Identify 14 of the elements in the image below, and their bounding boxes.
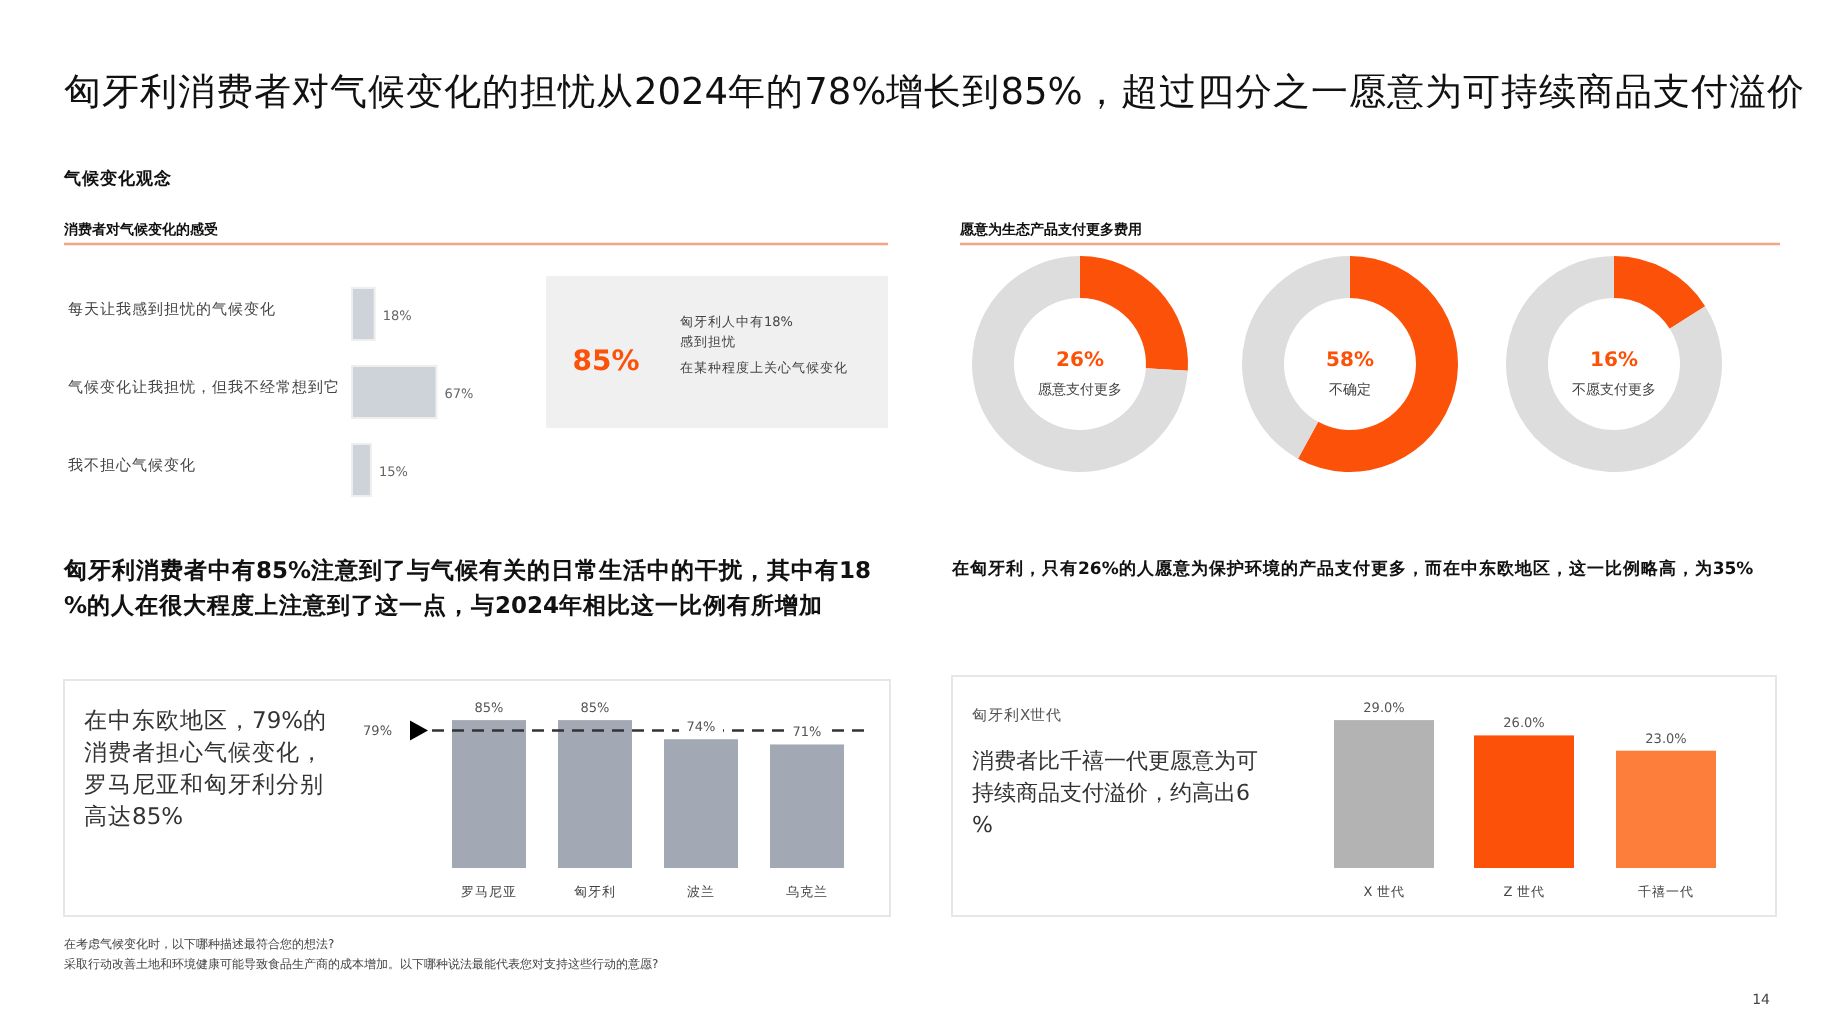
text: 在中东欧地区，79%的消费者担心气候变化，罗马尼亚和匈牙利分别高达85%: [84, 706, 328, 830]
data-label: 26%: [1056, 350, 1104, 372]
text: 匈牙利消费者对气候变化的担忧从2024年的78%增长到85%，超过四分之一愿意为可持续商品支付溢价: [64, 70, 1805, 114]
donut-slice: [1614, 256, 1706, 329]
text: 85%: [572, 346, 640, 378]
text: 消费者比千禧一代更愿意为可持续商品支付溢价，约高出6%: [972, 748, 1258, 838]
donut-slice: [972, 256, 1188, 472]
chart-title: 在匈牙利，只有26%的人愿意为保护环境的产品支付更多，而在中东欧地区，这一比例略高，为35%: [950, 558, 1755, 580]
text: 气候变化观念: [62, 168, 172, 190]
data-label: 16%: [1590, 350, 1638, 372]
chart-title: 匈牙利消费者中有85%注意到了与气候有关的日常生活中的干扰，其中有18%的人在很大程度上注意到了这一点，与2024年相比这一比例有所增加: [62, 556, 872, 619]
donut-slice: [1506, 256, 1722, 472]
data-label: 58%: [1326, 350, 1374, 372]
donut-slice: [1297, 256, 1458, 472]
